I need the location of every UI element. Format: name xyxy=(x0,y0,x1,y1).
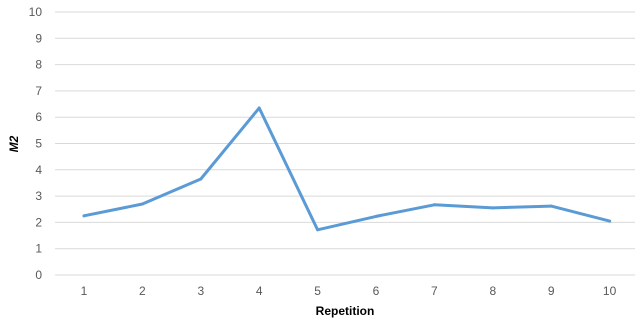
y-tick-label: 5 xyxy=(35,137,42,151)
x-tick-label: 8 xyxy=(489,284,496,298)
y-tick-label: 4 xyxy=(35,163,42,177)
gridlines xyxy=(55,11,635,276)
y-tick-label: 9 xyxy=(35,31,42,45)
x-tick-label: 2 xyxy=(139,284,146,298)
x-axis-title: Repetition xyxy=(316,304,375,318)
y-tick-labels: 0 1 2 3 4 5 6 7 8 9 10 xyxy=(29,5,43,282)
data-point xyxy=(82,214,86,218)
data-point xyxy=(257,106,261,110)
x-tick-label: 3 xyxy=(197,284,204,298)
data-point xyxy=(608,219,612,223)
x-tick-label: 5 xyxy=(314,284,321,298)
data-point xyxy=(374,214,378,218)
x-tick-label: 1 xyxy=(81,284,88,298)
series-line xyxy=(82,106,612,232)
x-tick-labels: 1 2 3 4 5 6 7 8 9 10 xyxy=(81,284,617,298)
data-point xyxy=(316,228,320,232)
data-point xyxy=(140,202,144,206)
y-tick-label: 7 xyxy=(35,84,42,98)
data-point xyxy=(432,203,436,207)
y-tick-label: 0 xyxy=(35,268,42,282)
x-tick-label: 4 xyxy=(256,284,263,298)
series-group xyxy=(82,106,612,232)
x-tick-label: 9 xyxy=(548,284,555,298)
x-tick-label: 6 xyxy=(373,284,380,298)
y-tick-label: 8 xyxy=(35,58,42,72)
y-tick-label: 10 xyxy=(29,5,43,19)
y-tick-label: 2 xyxy=(35,215,42,229)
data-point xyxy=(549,204,553,208)
y-tick-label: 6 xyxy=(35,110,42,124)
x-tick-label: 10 xyxy=(603,284,617,298)
data-point xyxy=(491,206,495,210)
y-tick-label: 3 xyxy=(35,189,42,203)
data-point xyxy=(199,177,203,181)
y-tick-label: 1 xyxy=(35,242,42,256)
y-axis-title: M2 xyxy=(7,135,21,152)
x-tick-label: 7 xyxy=(431,284,438,298)
